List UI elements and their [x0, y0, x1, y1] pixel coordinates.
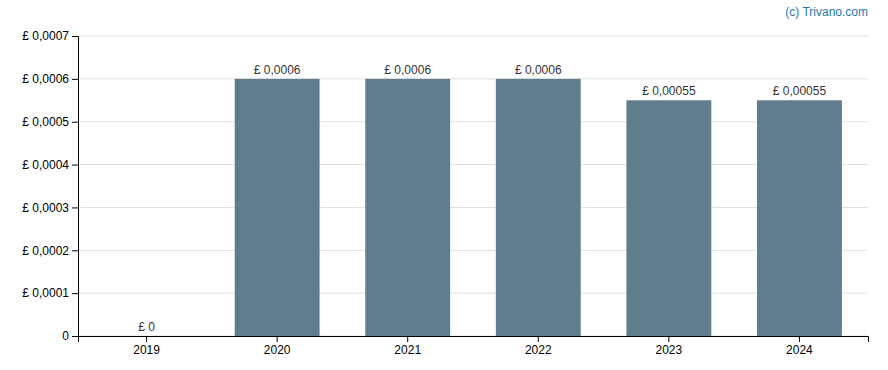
data-label: £ 0,00055 — [642, 84, 696, 98]
x-tick-mark — [277, 336, 278, 342]
grid-line — [78, 250, 868, 251]
data-label: £ 0,0006 — [515, 63, 562, 77]
x-axis-line — [79, 337, 869, 343]
x-tick: 2024 — [786, 336, 813, 357]
bar — [104, 336, 189, 337]
x-tick-mark — [668, 336, 669, 342]
x-tick: 2019 — [133, 336, 160, 357]
y-axis: 0 £ 0,0001 £ 0,0002 £ 0,0003 £ 0,0004 £ 0,000… — [22, 29, 78, 343]
y-tick: £ 0,0004 — [22, 158, 78, 172]
y-axis-line — [72, 37, 79, 337]
y-tick-mark — [72, 36, 78, 37]
y-tick: £ 0,0002 — [22, 244, 78, 258]
y-tick: £ 0,0005 — [22, 115, 78, 129]
x-tick-mark — [146, 336, 147, 342]
data-label: £ 0,0006 — [384, 63, 431, 77]
x-tick-mark — [799, 336, 800, 342]
grid-line — [78, 78, 868, 79]
y-tick-label: £ 0,0003 — [22, 201, 69, 215]
y-tick-mark — [72, 165, 78, 166]
y-tick: £ 0,0001 — [22, 286, 78, 300]
y-tick-label: £ 0,0002 — [22, 244, 69, 258]
x-tick: 2022 — [525, 336, 552, 357]
y-tick: £ 0,0007 — [22, 29, 78, 43]
x-tick: 2023 — [656, 336, 683, 357]
y-tick: £ 0,0006 — [22, 72, 78, 86]
x-tick-label: 2024 — [786, 343, 813, 357]
bar — [626, 100, 711, 336]
data-labels: £ 0 £ 0,0006 £ 0,0006 £ 0,0006 £ 0,00055 £ 0,… — [138, 63, 826, 334]
y-tick-mark — [72, 122, 78, 123]
bars — [235, 79, 842, 336]
data-label: £ 0,00055 — [773, 84, 827, 98]
bar — [235, 79, 320, 336]
y-tick: 0 — [62, 329, 78, 343]
y-tick-label: £ 0,0006 — [22, 72, 69, 86]
x-tick-label: 2021 — [394, 343, 421, 357]
y-tick: £ 0,0003 — [22, 201, 78, 215]
x-tick-mark — [538, 336, 539, 342]
x-tick-label: 2019 — [133, 343, 160, 357]
x-tick-mark — [407, 336, 408, 342]
plot: 2019 2020 2021 2022 2023 2024 0 £ 0,0001 £ 0,000… — [22, 5, 868, 357]
bar — [757, 100, 842, 336]
y-tick-mark — [72, 336, 78, 337]
y-tick-label: £ 0,0004 — [22, 158, 69, 172]
y-tick-mark — [72, 79, 78, 80]
y-tick-mark — [72, 293, 78, 294]
grid-line — [78, 36, 868, 37]
annotation: (c) Trivano.com — [785, 5, 868, 19]
data-label: £ 0,0006 — [254, 63, 301, 77]
x-tick-label: 2023 — [656, 343, 683, 357]
grid-line — [78, 207, 868, 208]
y-tick-label: £ 0,0005 — [22, 115, 69, 129]
y-tick-label: 0 — [62, 329, 69, 343]
grid — [78, 36, 868, 336]
y-tick-label: £ 0,0001 — [22, 286, 69, 300]
chart: 2019 2020 2021 2022 2023 2024 0 £ 0,0001 £ 0,000… — [0, 0, 888, 370]
grid-line — [78, 293, 868, 294]
y-tick-mark — [72, 207, 78, 208]
x-tick-label: 2020 — [264, 343, 291, 357]
x-axis: 2019 2020 2021 2022 2023 2024 — [79, 336, 869, 357]
data-label: £ 0 — [138, 320, 155, 334]
grid-line — [78, 164, 868, 165]
x-tick: 2020 — [264, 336, 291, 357]
bar — [365, 79, 450, 336]
x-tick-label: 2022 — [525, 343, 552, 357]
y-tick-label: £ 0,0007 — [22, 29, 69, 43]
grid-line — [78, 121, 868, 122]
bar — [496, 79, 581, 336]
y-tick-mark — [72, 250, 78, 251]
x-tick: 2021 — [394, 336, 421, 357]
